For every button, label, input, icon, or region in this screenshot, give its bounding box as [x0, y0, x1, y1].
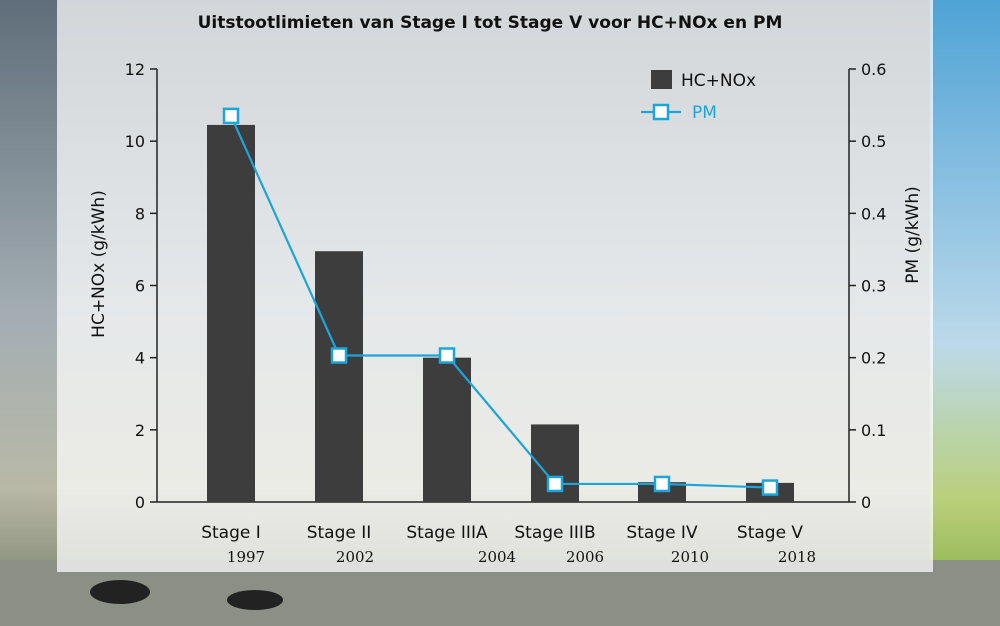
bar-hcnox-stage-iiia	[423, 357, 471, 502]
pm-point-stage-i	[222, 107, 240, 125]
year-label: 2010	[671, 548, 709, 566]
category-label: Stage II	[307, 523, 372, 543]
pm-series	[222, 107, 779, 496]
category-label: Stage IV	[626, 523, 698, 543]
y2-tick-label: 0	[861, 493, 871, 512]
legend-swatch-hcnox	[651, 70, 672, 89]
year-label: 2004	[478, 548, 516, 566]
y-axis-label: HC+NOx (g/kWh)	[89, 190, 109, 338]
category-label: Stage IIIB	[514, 523, 595, 543]
pm-point-stage-iiib	[546, 475, 564, 493]
bar-hcnox-stage-ii	[315, 251, 363, 502]
y-tick-label: 10	[125, 132, 145, 151]
legend-marker-pm	[652, 103, 670, 121]
y2-tick-label: 0.1	[861, 421, 886, 440]
pm-line	[229, 115, 771, 489]
y-tick-label: 2	[135, 421, 145, 440]
y-tick-label: 0	[135, 493, 145, 512]
y2-tick-label: 0.4	[861, 204, 886, 223]
year-label: 2018	[778, 548, 816, 566]
bars	[207, 124, 794, 502]
category-label: Stage V	[737, 523, 804, 543]
year-label: 2006	[566, 548, 604, 566]
year-label: 1997	[227, 548, 265, 566]
axes	[150, 68, 856, 503]
legend-label-hcnox: HC+NOx	[681, 71, 756, 91]
y-tick-label: 8	[135, 204, 145, 223]
y-tick-label: 6	[135, 277, 145, 296]
chart-panel	[57, 0, 933, 572]
tick-labels: 0 2 4 6 8 10 12 0 0.1 0.2 0.3 0.4 0.5 0.6	[125, 60, 887, 512]
y2-axis-label: PM (g/kWh)	[903, 186, 923, 284]
category-label: Stage IIIA	[406, 523, 488, 543]
y2-tick-label: 0.6	[861, 60, 886, 79]
pm-point-stage-v	[761, 479, 779, 496]
category-labels: Stage I 1997 Stage II 2002 Stage IIIA 2004 Sta…	[201, 523, 816, 566]
y2-tick-label: 0.3	[861, 277, 886, 296]
y-tick-label: 12	[125, 60, 145, 79]
pm-point-stage-iiia	[438, 347, 456, 364]
pm-point-stage-ii	[330, 347, 348, 364]
y2-tick-label: 0.2	[861, 349, 886, 368]
y-tick-label: 4	[135, 349, 145, 368]
chart-title: Uitstootlimieten van Stage I tot Stage V…	[198, 13, 783, 33]
legend: HC+NOx PM	[641, 70, 756, 123]
bar-hcnox-stage-i	[207, 124, 255, 502]
legend-label-pm: PM	[692, 103, 717, 123]
category-label: Stage I	[201, 523, 261, 543]
pm-point-stage-iv	[653, 475, 671, 493]
year-label: 2002	[336, 548, 374, 566]
y2-tick-label: 0.5	[861, 132, 886, 151]
